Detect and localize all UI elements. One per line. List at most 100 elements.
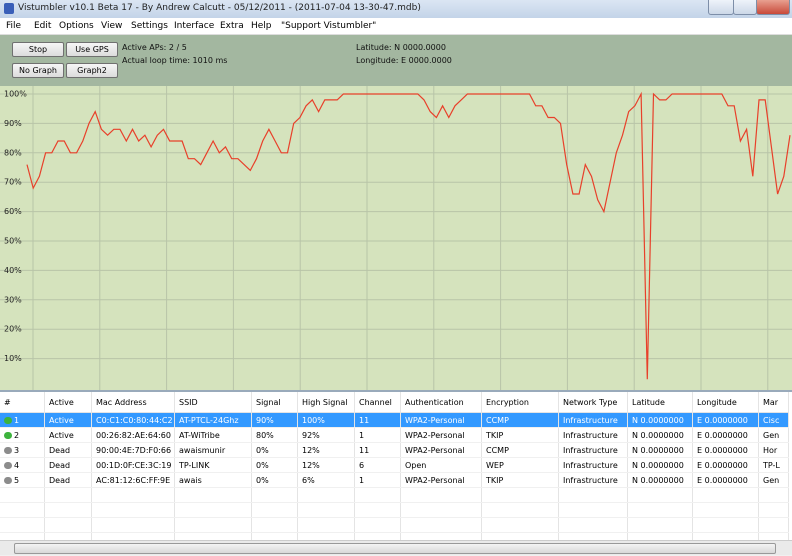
empty-cell	[354, 517, 401, 533]
empty-cell	[481, 487, 559, 503]
table-cell: E 0.0000000	[692, 472, 759, 488]
empty-cell	[0, 487, 45, 503]
cell-text: E 0.0000000	[697, 475, 748, 485]
empty-row	[0, 517, 789, 533]
cell-text: 90:00:4E:7D:F0:66	[96, 445, 172, 455]
status-icon	[4, 461, 12, 469]
empty-cell	[251, 532, 298, 542]
cell-text: Dead	[49, 460, 71, 470]
cell-text: Infrastructure	[563, 445, 618, 455]
header-row: # Active Mac Address SSID Signal High Signal C…	[0, 392, 789, 413]
cell-text: Infrastructure	[563, 460, 618, 470]
cell-text: 0%	[256, 460, 269, 470]
cell-text: 0%	[256, 475, 269, 485]
cell-text: 90%	[256, 415, 274, 425]
status-icon	[4, 446, 12, 454]
table-cell: TKIP	[481, 427, 559, 443]
empty-cell	[558, 517, 628, 533]
toolbar: Stop Use GPS No Graph Graph2 Active APs:…	[0, 35, 792, 86]
maximize-button[interactable]	[733, 0, 757, 15]
empty-cell	[174, 502, 252, 518]
scroll-thumb[interactable]	[14, 543, 776, 554]
empty-cell	[174, 517, 252, 533]
menu-item[interactable]: Extra	[220, 21, 244, 31]
empty-cell	[481, 532, 559, 542]
empty-cell	[692, 502, 759, 518]
cell-text: N 0.0000000	[632, 460, 684, 470]
table-row[interactable]: 2 Active 00:26:82:AE:64:60 AT-WiTribe 80% 92%…	[0, 427, 789, 443]
table-cell: N 0.0000000	[627, 412, 693, 428]
table-cell: WPA2-Personal	[400, 412, 482, 428]
table-row[interactable]: 5 Dead AC:81:12:6C:FF:9E awais 0% 6% 1 WPA2-Per…	[0, 472, 789, 488]
cell-text: 5	[14, 475, 20, 485]
table-cell: N 0.0000000	[627, 427, 693, 443]
menu-item[interactable]: View	[101, 21, 123, 31]
table-cell: 00:1D:0F:CE:3C:19	[91, 457, 175, 473]
table-cell: E 0.0000000	[692, 412, 759, 428]
cell-text: Cisc	[763, 415, 780, 425]
empty-cell	[400, 502, 482, 518]
cell-text: 100%	[302, 415, 325, 425]
y-tick-label: 20%	[4, 325, 22, 334]
cell-text: awais	[179, 475, 202, 485]
empty-cell	[758, 487, 789, 503]
cell-text: WPA2-Personal	[405, 430, 465, 440]
menu-item[interactable]: Edit	[34, 21, 52, 31]
menu-item[interactable]: Options	[59, 21, 94, 31]
column-header: Active	[44, 392, 92, 413]
no-graph-button[interactable]: No Graph	[12, 63, 64, 78]
table-cell: 11	[354, 412, 401, 428]
empty-cell	[44, 502, 92, 518]
column-header: Authentication	[400, 392, 482, 413]
empty-cell	[0, 517, 45, 533]
cell-text: Dead	[49, 475, 71, 485]
stop-button[interactable]: Stop	[12, 42, 64, 57]
empty-cell	[558, 502, 628, 518]
empty-cell	[174, 487, 252, 503]
vertical-grid	[32, 86, 769, 390]
table-cell: Infrastructure	[558, 472, 628, 488]
empty-cell	[627, 502, 693, 518]
table-row[interactable]: 3 Dead 90:00:4E:7D:F0:66 awaismunir 0% 12% 11 W…	[0, 442, 789, 458]
cell-text: 11	[359, 445, 370, 455]
table-cell: E 0.0000000	[692, 457, 759, 473]
horizontal-scrollbar[interactable]	[0, 540, 792, 555]
graph2-button[interactable]: Graph2	[66, 63, 118, 78]
table-cell: Infrastructure	[558, 412, 628, 428]
table-cell: 3	[0, 442, 45, 458]
table-row[interactable]: 1 Active C0:C1:C0:80:44:C2 AT-PTCL-24Ghz 90%…	[0, 412, 789, 428]
y-tick-label: 10%	[4, 354, 22, 363]
empty-cell	[758, 532, 789, 542]
empty-row	[0, 532, 789, 542]
menu-item[interactable]: File	[6, 21, 22, 31]
menu-item[interactable]: "Support Vistumbler"	[281, 21, 377, 31]
empty-row	[0, 502, 789, 518]
menu-item[interactable]: Settings	[131, 21, 168, 31]
table-cell: 100%	[297, 412, 355, 428]
status-icon	[4, 416, 12, 424]
table-cell: WPA2-Personal	[400, 472, 482, 488]
table-cell: 6%	[297, 472, 355, 488]
empty-cell	[354, 532, 401, 542]
cell-text: 80%	[256, 430, 274, 440]
column-header: Network Type	[558, 392, 628, 413]
signal-line	[26, 91, 791, 380]
cell-text: WPA2-Personal	[405, 475, 465, 485]
menu-item[interactable]: Interface	[174, 21, 215, 31]
menu-item[interactable]: Help	[251, 21, 272, 31]
close-button[interactable]	[756, 0, 790, 15]
loop-time: Actual loop time: 1010 ms	[122, 56, 228, 65]
table-cell: Gen	[758, 472, 789, 488]
minimize-button[interactable]	[708, 0, 734, 15]
table-row[interactable]: 4 Dead 00:1D:0F:CE:3C:19 TP-LINK 0% 12% 6 Open W…	[0, 457, 789, 473]
table-cell: 0%	[251, 442, 298, 458]
use-gps-button[interactable]: Use GPS	[66, 42, 118, 57]
cell-text: 00:1D:0F:CE:3C:19	[96, 460, 172, 470]
empty-cell	[481, 502, 559, 518]
table-cell: 00:26:82:AE:64:60	[91, 427, 175, 443]
cell-text: 1	[359, 430, 365, 440]
ap-table: # Active Mac Address SSID Signal High Signal C…	[0, 392, 789, 542]
empty-cell	[0, 502, 45, 518]
table-cell: Cisc	[758, 412, 789, 428]
